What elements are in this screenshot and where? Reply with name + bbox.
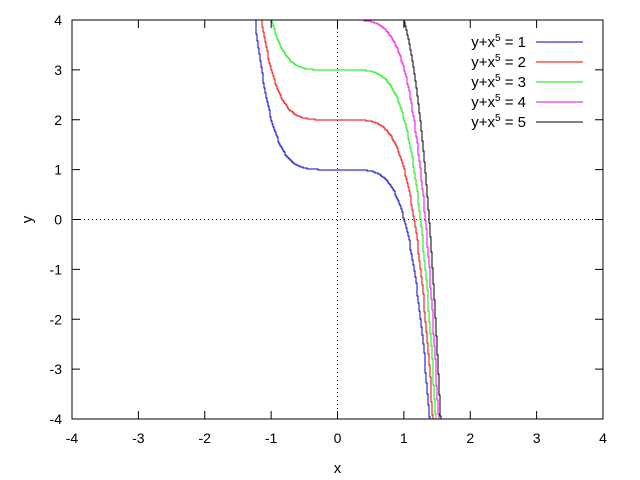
x-axis-label: x [334, 460, 342, 477]
legend: y+x5 = 1 y+x5 = 2 y+x5 = 3 y+x5 = 4 y+x5 = 5 [471, 33, 583, 131]
legend-label-4: y+x5 = 4 [471, 93, 526, 111]
x-tick-label: -4 [66, 430, 79, 446]
x-tick-label: 0 [334, 430, 342, 446]
x-tick-label: 4 [599, 430, 607, 446]
series-line-1 [255, 20, 431, 419]
series-group [255, 20, 442, 419]
zero-axes [72, 20, 603, 419]
legend-label-5: y+x5 = 5 [471, 113, 526, 131]
x-tick-label: -1 [265, 430, 278, 446]
series-line-4 [311, 20, 440, 419]
series-line-2 [261, 20, 434, 419]
y-tick-label: -4 [50, 411, 63, 427]
x-tick-label: 2 [466, 430, 474, 446]
x-tick-label: 3 [533, 430, 541, 446]
y-tick-label: -3 [50, 361, 63, 377]
series-line-5 [403, 20, 442, 419]
series-line-3 [270, 20, 437, 419]
y-tick-label: 0 [54, 212, 62, 228]
ticks [71, 19, 604, 420]
legend-label-2: y+x5 = 2 [471, 53, 526, 71]
tick-labels: -4 -3 -2 -1 0 1 2 3 4 -4 -3 -2 -1 0 1 2 3 4 [50, 12, 608, 446]
y-tick-label: 1 [54, 162, 62, 178]
y-axis-label: y [19, 215, 36, 223]
x-tick-label: 1 [400, 430, 408, 446]
x-tick-label: -2 [199, 430, 212, 446]
y-tick-label: 4 [54, 12, 62, 28]
y-tick-label: 3 [54, 62, 62, 78]
legend-label-1: y+x5 = 1 [471, 33, 526, 51]
legend-label-3: y+x5 = 3 [471, 73, 526, 91]
y-tick-label: -1 [50, 261, 63, 277]
y-tick-label: 2 [54, 112, 62, 128]
y-tick-label: -2 [50, 311, 63, 327]
x-tick-label: -3 [132, 430, 145, 446]
